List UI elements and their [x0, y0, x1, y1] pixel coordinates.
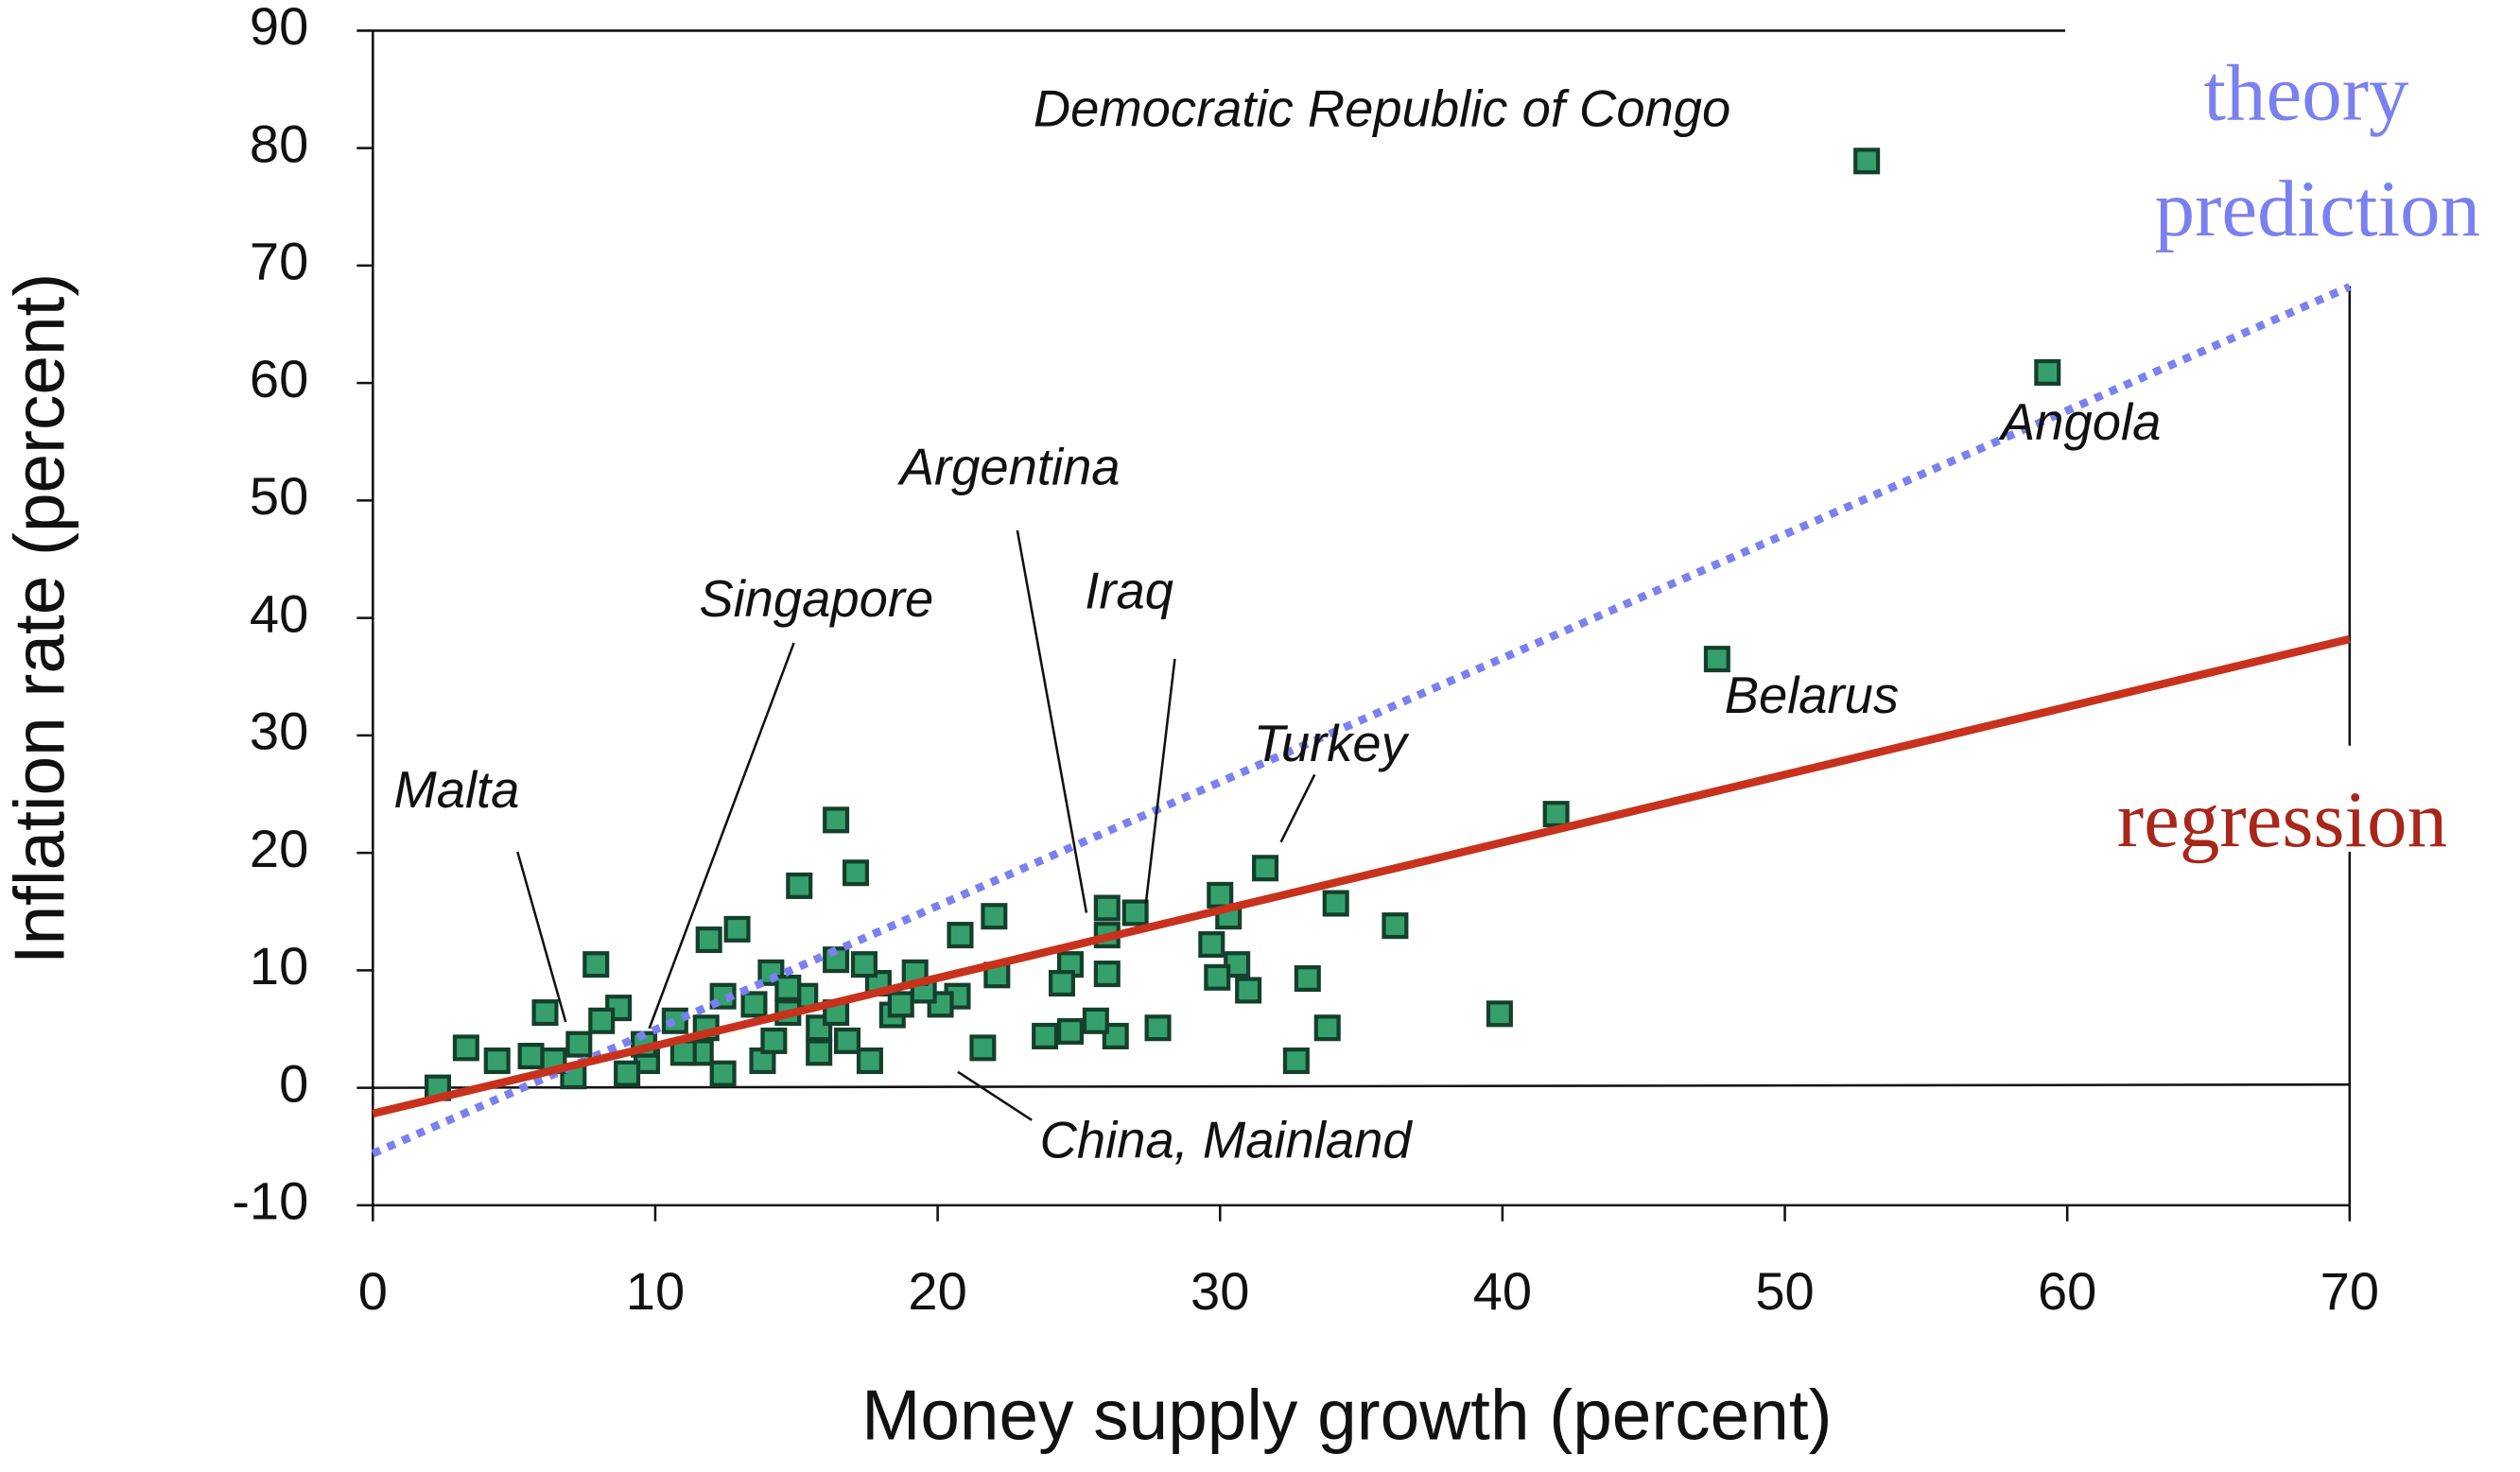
point	[842, 859, 870, 887]
y-tick-label: 0	[279, 1053, 308, 1113]
annotation: Angola	[1998, 393, 2161, 451]
point	[1703, 646, 1730, 673]
x-tick-label: 0	[358, 1261, 388, 1321]
y-tick-label: 80	[250, 113, 308, 173]
point	[774, 974, 802, 1002]
point	[981, 903, 1008, 930]
annotation: Singapore	[699, 570, 933, 628]
x-tick-label: 30	[1190, 1261, 1249, 1321]
point	[695, 926, 722, 954]
point	[1322, 890, 1349, 917]
leader-line	[1016, 529, 1088, 913]
fit-line	[371, 283, 2352, 1158]
fit-label: prediction	[2155, 165, 2480, 253]
annotation: Democratic Republic of Congo	[1034, 79, 1730, 137]
point	[850, 951, 878, 978]
point	[1382, 912, 1409, 940]
y-tick-label: 60	[250, 349, 308, 408]
point	[1093, 894, 1121, 922]
point	[786, 872, 813, 899]
point	[1853, 147, 1881, 175]
annotation: China, Mainland	[1040, 1112, 1414, 1169]
point	[614, 1060, 641, 1087]
point	[834, 1027, 861, 1054]
point	[1542, 801, 1570, 828]
point	[1252, 855, 1279, 882]
point	[856, 1047, 883, 1075]
point	[2034, 358, 2061, 386]
y-axis-title: Inflation rate (percent)	[0, 273, 78, 964]
point	[1093, 961, 1121, 988]
x-tick-label: 50	[1755, 1261, 1814, 1321]
point	[1313, 1014, 1341, 1042]
point	[1235, 977, 1262, 1004]
zero-line	[373, 1082, 2350, 1089]
point	[1486, 1000, 1513, 1028]
point	[1032, 1022, 1059, 1049]
point	[483, 1047, 511, 1075]
annotation: Turkey	[1254, 715, 1410, 772]
point	[565, 1030, 593, 1058]
x-tick-label: 20	[908, 1261, 966, 1321]
x-tick-label: 60	[2038, 1261, 2096, 1321]
point	[760, 1027, 788, 1054]
annotation: Belarus	[1725, 667, 1899, 724]
point	[947, 922, 974, 949]
point	[1082, 1007, 1109, 1034]
point	[1198, 930, 1225, 959]
leader-line	[648, 642, 795, 1030]
annotation: Argentina	[897, 438, 1121, 495]
point	[1144, 1014, 1172, 1042]
point	[740, 991, 768, 1018]
x-tick-label: 40	[1473, 1261, 1532, 1321]
point	[517, 1043, 545, 1070]
point	[531, 999, 559, 1027]
point	[1204, 963, 1231, 991]
y-tick-label: 20	[250, 819, 308, 878]
fit-line	[372, 634, 2351, 1118]
point	[723, 915, 751, 943]
point	[1121, 899, 1149, 926]
annotation: Malta	[393, 761, 519, 819]
x-tick-label: 10	[626, 1261, 685, 1321]
leader-line	[1144, 658, 1176, 904]
point	[709, 1060, 737, 1087]
point	[1282, 1047, 1310, 1075]
point	[582, 951, 610, 978]
leader-line	[957, 1070, 1033, 1121]
y-tick-label: 30	[250, 701, 308, 761]
x-tick-label: 70	[2320, 1261, 2379, 1321]
point	[1056, 1017, 1084, 1045]
leader-line	[1279, 773, 1316, 843]
point	[969, 1034, 997, 1062]
point	[1294, 965, 1321, 993]
point	[1207, 881, 1234, 909]
leader-line	[516, 851, 567, 1023]
point	[1102, 1022, 1129, 1049]
point	[588, 1007, 616, 1034]
point	[452, 1034, 479, 1062]
y-tick-label: 40	[250, 583, 308, 643]
annotation: Iraq	[1085, 562, 1173, 619]
x-axis-title: Money supply growth (percent)	[861, 1375, 1832, 1454]
y-tick-label: 10	[250, 936, 308, 996]
fit-label: theory	[2203, 49, 2409, 138]
point	[823, 806, 850, 834]
y-tick-label: 90	[250, 0, 308, 56]
y-tick-label: -10	[232, 1171, 308, 1231]
y-tick-label: 70	[250, 232, 308, 291]
y-tick-label: 50	[250, 466, 308, 526]
fit-label: regression	[2117, 775, 2447, 864]
point	[806, 1039, 833, 1066]
point	[1048, 969, 1076, 997]
point	[887, 991, 914, 1018]
